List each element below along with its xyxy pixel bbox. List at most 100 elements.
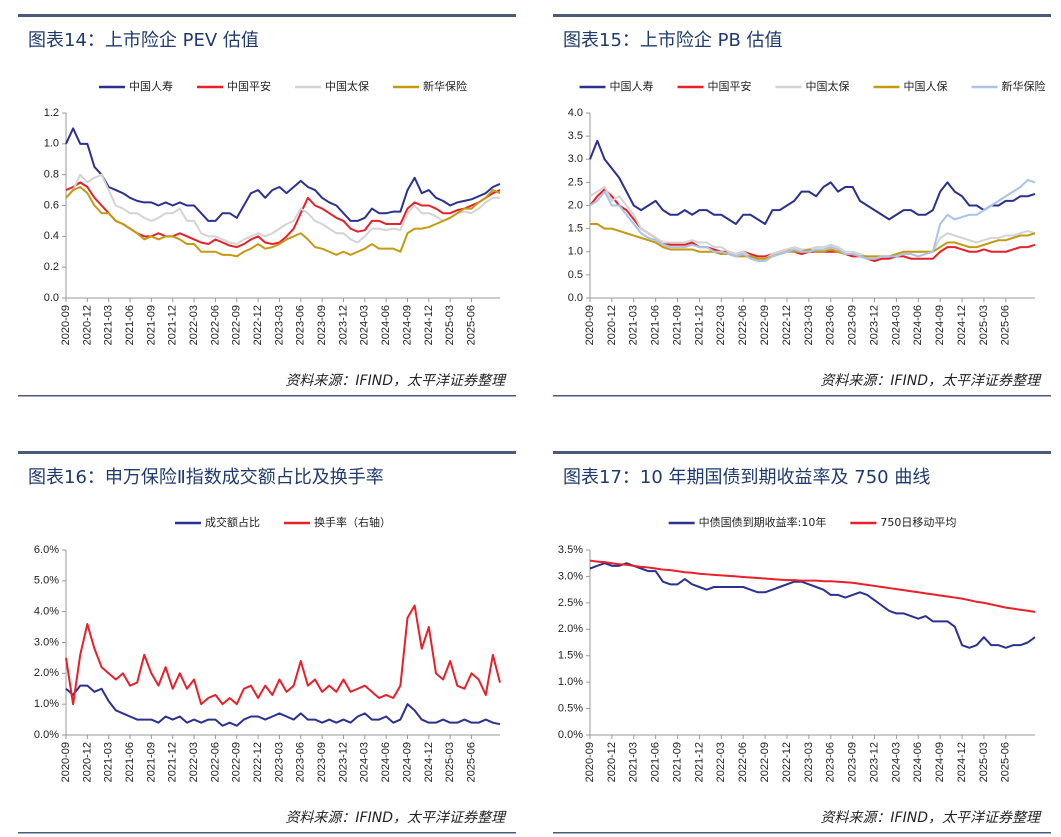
x-tick-label: 2020-12 — [606, 305, 618, 345]
x-tick-label: 2022-12 — [252, 305, 264, 345]
y-tick-label: 1.5 — [568, 223, 583, 235]
x-tick-label: 2025-06 — [1000, 305, 1012, 345]
x-tick-label: 2023-06 — [295, 305, 307, 345]
series-line — [589, 559, 1036, 613]
y-tick-label: 4.0% — [34, 606, 59, 618]
y-tick-label: 1.5% — [558, 650, 583, 662]
legend: 成交额占比 换手率（右轴） — [175, 515, 391, 529]
x-tick-label: 2025-03 — [444, 305, 456, 345]
legend-label: 成交额占比 — [205, 515, 260, 529]
series-line — [65, 127, 501, 222]
x-tick-label: 2024-06 — [912, 742, 924, 782]
x-tick-label: 2021-03 — [103, 305, 115, 345]
x-tick-label: 2023-03 — [273, 305, 285, 345]
legend-label: 中债国债到期收益率:10年 — [699, 515, 827, 529]
x-tick-label: 2024-12 — [956, 305, 968, 345]
x-tick-label: 2023-06 — [825, 305, 837, 345]
y-tick-label: 1.0 — [44, 138, 59, 150]
x-tick-label: 2021-06 — [124, 305, 136, 345]
y-tick-label: 1.0 — [568, 246, 583, 258]
x-tick-label: 2023-03 — [273, 742, 285, 782]
chart-panel: 图表17：10 年期国债到期收益率及 750 曲线资料来源：IFIND，太平洋证… — [553, 451, 1051, 834]
x-tick-label: 2022-03 — [715, 305, 727, 345]
x-tick-label: 2021-09 — [145, 305, 157, 345]
x-tick-label: 2023-06 — [825, 742, 837, 782]
x-tick-label: 2025-03 — [978, 742, 990, 782]
series-line — [65, 684, 501, 727]
x-tick-label: 2024-03 — [359, 742, 371, 782]
x-tick-label: 2021-09 — [671, 305, 683, 345]
panel-bottom-rule — [18, 395, 516, 397]
x-tick-label: 2020-09 — [60, 305, 72, 345]
y-tick-label: 1.2 — [44, 107, 59, 119]
legend-label: 中国太保 — [806, 79, 850, 93]
series-line — [589, 186, 1036, 260]
y-tick-label: 2.0% — [34, 667, 59, 679]
y-tick-label: 3.0 — [568, 153, 583, 165]
x-tick-label: 2020-12 — [81, 742, 93, 782]
x-tick-label: 2021-03 — [628, 742, 640, 782]
y-tick-label: 2.5% — [558, 597, 583, 609]
series-line — [65, 173, 500, 246]
x-tick-label: 2023-09 — [316, 305, 328, 345]
x-tick-label: 2022-12 — [252, 742, 264, 782]
y-tick-label: 0.6 — [44, 199, 59, 211]
x-tick-label: 2022-03 — [715, 742, 727, 782]
x-tick-label: 2024-06 — [380, 742, 392, 782]
x-tick-label: 2021-03 — [103, 742, 115, 782]
panel-top-rule — [18, 14, 516, 17]
x-tick-label: 2020-09 — [60, 742, 72, 782]
x-tick-label: 2024-12 — [423, 742, 435, 782]
y-tick-label: 0.8 — [44, 169, 59, 181]
legend: 中债国债到期收益率:10年 750日移动平均 — [668, 515, 956, 529]
y-tick-label: 2.0 — [568, 199, 583, 211]
panel-top-rule — [18, 451, 516, 454]
x-tick-label: 2023-03 — [803, 305, 815, 345]
x-tick-label: 2024-09 — [934, 742, 946, 782]
x-tick-label: 2022-09 — [231, 305, 243, 345]
x-tick-label: 2021-09 — [145, 742, 157, 782]
legend-label: 中国平安 — [227, 79, 271, 93]
x-tick-label: 2024-09 — [934, 305, 946, 345]
source-note: 资料来源：IFIND，太平洋证券整理 — [285, 810, 507, 826]
y-tick-label: 5.0% — [34, 575, 59, 587]
x-tick-label: 2023-12 — [337, 305, 349, 345]
chart-title: 图表17：10 年期国债到期收益率及 750 曲线 — [563, 467, 930, 488]
x-tick-label: 2021-12 — [693, 742, 705, 782]
x-tick-label: 2023-12 — [868, 742, 880, 782]
y-tick-label: 0.5 — [568, 269, 583, 281]
chart-title: 图表16：申万保险Ⅱ指数成交额占比及换手率 — [28, 467, 384, 488]
legend-label: 换手率（右轴） — [314, 515, 391, 529]
legend-label: 中国人保 — [904, 79, 948, 93]
x-tick-label: 2022-06 — [737, 742, 749, 782]
source-note: 资料来源：IFIND，太平洋证券整理 — [820, 810, 1042, 826]
x-tick-label: 2025-06 — [465, 305, 477, 345]
x-tick-label: 2022-12 — [781, 742, 793, 782]
x-tick-label: 2022-09 — [231, 742, 243, 782]
legend-label: 中国太保 — [325, 79, 369, 93]
x-tick-label: 2023-12 — [337, 742, 349, 782]
x-tick-label: 2020-09 — [584, 742, 596, 782]
panel-bottom-rule — [18, 832, 516, 834]
panel-top-rule — [553, 14, 1051, 17]
legend-label: 中国人寿 — [129, 79, 173, 93]
x-tick-label: 2023-09 — [847, 305, 859, 345]
x-tick-label: 2024-12 — [423, 305, 435, 345]
x-tick-label: 2023-03 — [803, 742, 815, 782]
x-tick-label: 2025-06 — [465, 742, 477, 782]
series-line — [589, 562, 1036, 649]
y-tick-label: 2.5 — [568, 176, 583, 188]
y-tick-label: 3.5 — [568, 130, 583, 142]
legend: 中国人寿 中国平安 中国太保 新华保险 — [99, 79, 467, 93]
x-tick-label: 2024-09 — [401, 305, 413, 345]
x-tick-label: 2021-12 — [693, 305, 705, 345]
source-note: 资料来源：IFIND，太平洋证券整理 — [285, 373, 507, 389]
series-line — [65, 186, 501, 258]
x-tick-label: 2025-03 — [444, 742, 456, 782]
y-tick-label: 0.0% — [34, 729, 59, 741]
x-tick-label: 2022-06 — [209, 742, 221, 782]
